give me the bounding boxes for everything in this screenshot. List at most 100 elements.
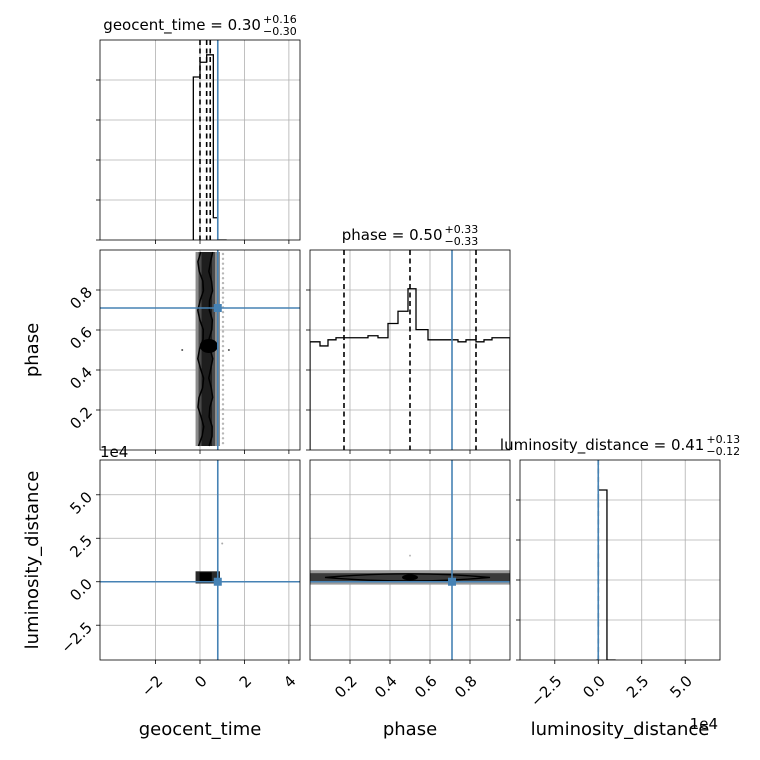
scatter-point — [221, 388, 225, 391]
x-tick-label: −2 — [138, 672, 166, 700]
scatter-point — [221, 422, 225, 425]
scatter-point — [221, 403, 225, 406]
panel-frame — [519, 459, 721, 661]
panel-title: geocent_time = 0.30 +0.16−0.30 — [103, 13, 296, 38]
diagonal-panel-geocent_time: geocent_time = 0.30 +0.16−0.30 — [96, 13, 301, 244]
y-axis-label: phase — [22, 323, 43, 377]
truth-marker — [213, 577, 222, 586]
scatter-point — [221, 301, 225, 304]
scatter-point — [221, 281, 225, 285]
panel-title: phase = 0.50 +0.33−0.33 — [342, 223, 479, 248]
scatter-point — [221, 378, 225, 382]
y-tick-label: 0.0 — [66, 575, 96, 605]
title-upper-error: +0.33 — [445, 223, 479, 236]
scatter-point — [221, 542, 224, 545]
x-tick-label: 2.5 — [623, 672, 653, 702]
scatter-point — [221, 330, 225, 333]
histogram-step — [310, 288, 510, 450]
y-offset-text: 1e4 — [100, 443, 128, 461]
x-tick-label: 4 — [280, 672, 299, 691]
pair-panel-geocent_time-luminosity_distance — [96, 459, 301, 664]
diagonal-panel-phase: phase = 0.50 +0.33−0.33 — [306, 223, 511, 454]
y-tick-label: 0.4 — [66, 363, 96, 393]
scatter-point — [221, 315, 225, 319]
panel-content — [100, 250, 300, 450]
contour-line — [324, 573, 491, 582]
y-axis-label: luminosity_distance — [22, 471, 43, 650]
scatter-point — [221, 277, 225, 280]
panel-content — [310, 460, 510, 660]
panel-frame — [309, 459, 511, 661]
panel-frame — [309, 249, 511, 451]
scatter-point — [221, 369, 225, 372]
x-tick-label: 0.2 — [331, 672, 361, 702]
x-tick-label: 0.4 — [371, 672, 401, 702]
scatter-point — [221, 257, 225, 261]
panel-title: luminosity_distance = 0.41 +0.13−0.12 — [500, 433, 740, 458]
y-tick-label: −2.5 — [58, 618, 96, 656]
y-tick-label: 2.5 — [66, 532, 96, 562]
scatter-point — [221, 427, 225, 430]
panel-content — [310, 250, 510, 450]
panel-content — [100, 40, 300, 240]
title-text: phase = 0.50 — [342, 226, 443, 244]
x-tick-label: 0.6 — [411, 672, 441, 702]
title-upper-error: +0.13 — [706, 433, 740, 446]
x-axis-label: phase — [383, 719, 437, 740]
contour-line — [197, 251, 205, 447]
scatter-point — [221, 432, 225, 435]
x-tick-label: 0.0 — [579, 672, 609, 702]
scatter-point — [221, 349, 225, 353]
scatter-point — [221, 383, 225, 387]
x-tick-label: 2 — [236, 672, 255, 691]
scatter-point — [221, 441, 225, 445]
contour-core — [402, 574, 418, 581]
pair-panel-geocent_time-phase — [96, 249, 301, 454]
scatter-point — [221, 340, 225, 343]
scatter-point — [221, 272, 225, 275]
scatter-point — [221, 296, 225, 299]
y-tick-label: 0.8 — [66, 283, 96, 313]
scatter-point — [221, 408, 225, 411]
scatter-point — [227, 349, 230, 351]
scatter-point — [409, 554, 411, 557]
x-offset-text: 1e4 — [690, 715, 718, 733]
scatter-point — [221, 364, 225, 367]
scatter-point — [221, 417, 225, 421]
title-text: luminosity_distance = 0.41 — [500, 436, 704, 455]
pair-panel-phase-luminosity_distance — [309, 459, 511, 664]
scatter-point — [221, 311, 225, 314]
scatter-point — [221, 262, 225, 265]
panel-content — [520, 460, 720, 660]
scatter-point — [221, 359, 225, 362]
scatter-point — [221, 393, 225, 396]
y-tick-label: 0.2 — [66, 403, 96, 433]
title-lower-error: −0.33 — [445, 235, 479, 248]
histogram-step — [596, 489, 616, 660]
scatter-point — [221, 291, 225, 294]
y-tick-label: 5.0 — [66, 488, 96, 518]
scatter-point — [221, 267, 225, 270]
diagonal-panel-luminosity_distance: luminosity_distance = 0.41 +0.13−0.12 — [500, 433, 740, 664]
scatter-point — [221, 354, 225, 358]
x-tick-label: 5.0 — [666, 672, 696, 702]
scatter-point — [221, 344, 225, 348]
scatter-point — [221, 320, 225, 324]
title-text: geocent_time = 0.30 — [103, 16, 261, 35]
x-tick-label: 0 — [191, 672, 210, 691]
x-axis-label: geocent_time — [139, 719, 262, 740]
scatter-point — [221, 335, 225, 338]
density-core — [199, 572, 212, 583]
scatter-point — [181, 349, 184, 351]
truth-marker — [448, 577, 456, 586]
scatter-point — [221, 252, 225, 256]
scatter-point — [221, 374, 225, 377]
y-tick-label: 0.6 — [66, 323, 96, 353]
title-lower-error: −0.30 — [263, 25, 297, 38]
title-lower-error: −0.12 — [706, 445, 740, 458]
x-axis-label: luminosity_distance — [531, 719, 710, 740]
contour-core — [199, 339, 218, 353]
scatter-point — [221, 412, 225, 416]
x-tick-label: 0.8 — [451, 672, 481, 702]
